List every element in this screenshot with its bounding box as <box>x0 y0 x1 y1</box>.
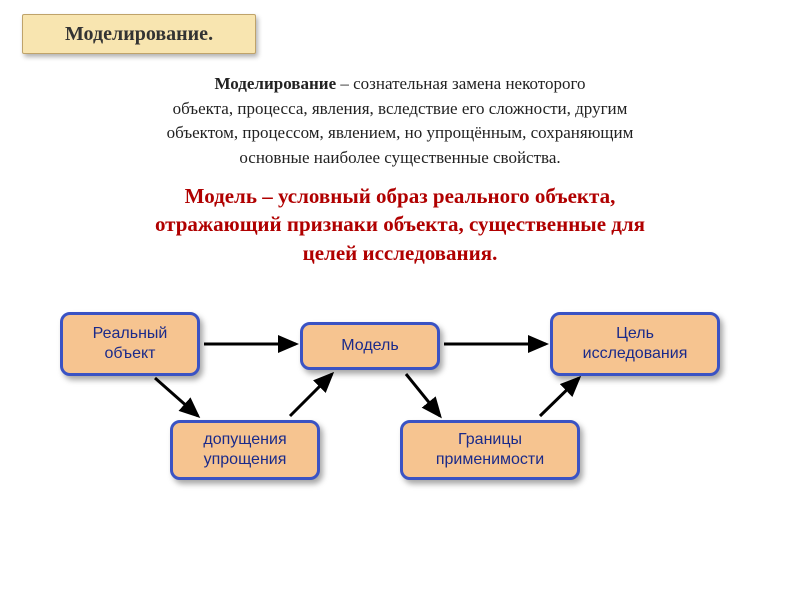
node-model: Модель <box>300 322 440 370</box>
definition-line1: Моделирование – сознательная замена неко… <box>70 72 730 97</box>
node-assumptions: допущения упрощения <box>170 420 320 480</box>
definition-line4: основные наиболее существенные свойства. <box>70 146 730 171</box>
stage: Моделирование. Моделирование – сознатель… <box>0 0 800 600</box>
arrow <box>406 374 440 416</box>
model-def-line3: целей исследования. <box>70 239 730 267</box>
node-limits: Границы применимости <box>400 420 580 480</box>
definition-block: Моделирование – сознательная замена неко… <box>70 72 730 171</box>
model-definition-block: Модель – условный образ реального объект… <box>70 182 730 267</box>
arrow <box>290 374 332 416</box>
definition-lead: Моделирование <box>214 74 336 93</box>
node-label: допущения упрощения <box>203 430 286 470</box>
title-box: Моделирование. <box>22 14 256 54</box>
node-label: Границы применимости <box>436 430 544 470</box>
node-label: Модель <box>341 336 398 356</box>
definition-line2: объекта, процесса, явления, вследствие е… <box>70 97 730 122</box>
model-def-line2: отражающий признаки объекта, существенны… <box>70 210 730 238</box>
node-goal: Цель исследования <box>550 312 720 376</box>
title-text: Моделирование. <box>65 23 213 46</box>
arrow <box>540 378 579 416</box>
node-label: Цель исследования <box>583 324 688 364</box>
arrow <box>155 378 198 416</box>
definition-line3: объектом, процессом, явлением, но упрощё… <box>70 121 730 146</box>
node-real-object: Реальный объект <box>60 312 200 376</box>
definition-rest1: – сознательная замена некоторого <box>336 74 585 93</box>
node-label: Реальный объект <box>93 324 168 364</box>
model-def-line1: Модель – условный образ реального объект… <box>70 182 730 210</box>
